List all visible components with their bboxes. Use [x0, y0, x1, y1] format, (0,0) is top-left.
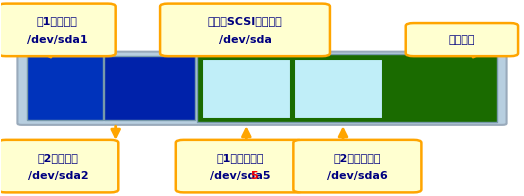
Text: 第2个主分区: 第2个主分区: [38, 153, 79, 163]
Text: /dev/sda: /dev/sda: [219, 35, 271, 45]
Text: 5: 5: [250, 171, 258, 181]
FancyBboxPatch shape: [104, 56, 195, 120]
FancyBboxPatch shape: [17, 52, 507, 125]
FancyBboxPatch shape: [0, 4, 116, 56]
FancyBboxPatch shape: [196, 54, 497, 122]
Text: /dev/sda2: /dev/sda2: [28, 171, 89, 181]
Text: 第2个逻辑分区: 第2个逻辑分区: [334, 153, 381, 163]
FancyBboxPatch shape: [160, 4, 330, 56]
Text: 第一块SCSI硬盘设备: 第一块SCSI硬盘设备: [208, 16, 282, 26]
FancyBboxPatch shape: [293, 140, 421, 192]
Text: /dev/sda6: /dev/sda6: [327, 171, 388, 181]
FancyBboxPatch shape: [0, 140, 118, 192]
FancyBboxPatch shape: [202, 59, 291, 119]
FancyBboxPatch shape: [27, 56, 103, 120]
Text: 扩展分区: 扩展分区: [449, 35, 475, 45]
Text: /dev/sda1: /dev/sda1: [27, 35, 87, 45]
Text: 第1个逻辑分区: 第1个逻辑分区: [216, 153, 264, 163]
FancyBboxPatch shape: [406, 23, 518, 56]
Text: /dev/sda5: /dev/sda5: [210, 171, 270, 181]
FancyBboxPatch shape: [176, 140, 304, 192]
FancyBboxPatch shape: [294, 59, 383, 119]
Text: 第1个主分区: 第1个主分区: [37, 16, 78, 26]
